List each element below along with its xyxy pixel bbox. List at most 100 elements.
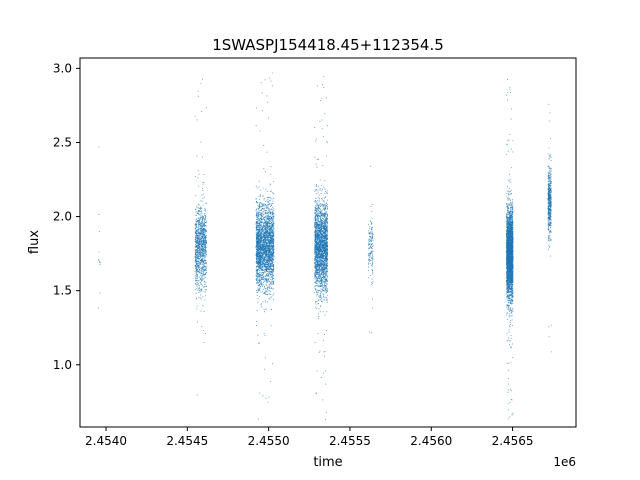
data-point (201, 236, 203, 238)
data-point (266, 244, 268, 246)
data-point (265, 291, 267, 292)
data-point (258, 285, 259, 286)
data-point (255, 198, 257, 200)
data-point (267, 257, 269, 259)
data-point (196, 245, 198, 247)
data-point (321, 243, 323, 245)
data-point (259, 256, 261, 258)
data-point (199, 221, 201, 223)
data-point (267, 230, 268, 232)
data-point (324, 197, 326, 199)
data-point (260, 201, 262, 203)
data-point (203, 237, 205, 239)
data-point (261, 258, 263, 260)
data-point (205, 235, 207, 236)
data-point (195, 226, 197, 227)
data-point (257, 263, 259, 265)
data-point (256, 218, 257, 220)
data-point (262, 278, 264, 280)
data-point (258, 251, 259, 253)
data-point (269, 243, 271, 245)
data-point (197, 265, 199, 267)
data-point (257, 262, 259, 264)
data-point (205, 255, 207, 257)
data-point (203, 252, 204, 254)
data-point (197, 170, 199, 172)
data-point (315, 275, 316, 276)
data-point (272, 273, 274, 275)
data-point (261, 247, 263, 249)
data-point (271, 245, 273, 247)
data-point (270, 209, 272, 211)
data-point (316, 289, 318, 291)
data-point (256, 262, 258, 264)
data-point (202, 204, 204, 206)
data-point (268, 233, 270, 234)
data-point (270, 225, 271, 227)
data-point (204, 260, 206, 261)
data-point (201, 220, 203, 222)
data-point (202, 240, 204, 242)
data-point (316, 201, 318, 203)
data-point (202, 156, 203, 158)
data-point (271, 240, 273, 242)
data-point (262, 291, 263, 293)
data-point (271, 265, 273, 267)
data-point (264, 238, 266, 240)
data-point (271, 271, 273, 273)
data-point (317, 265, 318, 266)
data-point (322, 293, 324, 295)
data-point (257, 282, 258, 284)
data-point (323, 281, 324, 283)
data-point (259, 267, 261, 269)
data-point (264, 279, 266, 280)
data-point (264, 275, 266, 277)
data-point (199, 243, 201, 245)
data-point (267, 204, 269, 206)
data-point (265, 269, 267, 271)
data-point (266, 262, 268, 264)
data-point (322, 220, 323, 221)
data-point (258, 205, 260, 207)
data-point (196, 276, 198, 278)
data-point (323, 281, 325, 283)
data-point (267, 235, 269, 237)
data-point (261, 252, 263, 253)
data-point (99, 292, 101, 294)
data-point (196, 251, 198, 253)
data-point (270, 263, 271, 264)
data-point (272, 247, 273, 248)
data-point (258, 226, 260, 228)
data-point (273, 253, 274, 254)
data-point (266, 233, 268, 235)
data-point (257, 232, 259, 234)
data-point (204, 234, 206, 236)
data-point (268, 227, 270, 229)
data-point (195, 225, 197, 227)
data-point (202, 269, 204, 271)
data-point (260, 217, 262, 218)
data-point (266, 205, 268, 207)
data-point (267, 242, 269, 244)
data-point (320, 295, 322, 296)
data-point (265, 247, 267, 249)
data-point (257, 269, 259, 270)
data-point (325, 280, 327, 282)
data-point (257, 250, 259, 252)
data-point (195, 258, 196, 260)
data-point (323, 295, 324, 297)
data-point (201, 194, 203, 196)
data-point (204, 248, 206, 250)
data-point (263, 269, 265, 271)
data-point (315, 259, 317, 261)
data-point (316, 166, 318, 168)
data-point (200, 239, 202, 241)
data-point (326, 330, 328, 331)
data-point (260, 234, 262, 235)
data-point (201, 263, 203, 265)
data-point (263, 250, 264, 252)
data-point (269, 232, 271, 233)
data-point (261, 303, 262, 305)
data-point (199, 220, 201, 221)
data-point (267, 265, 269, 267)
